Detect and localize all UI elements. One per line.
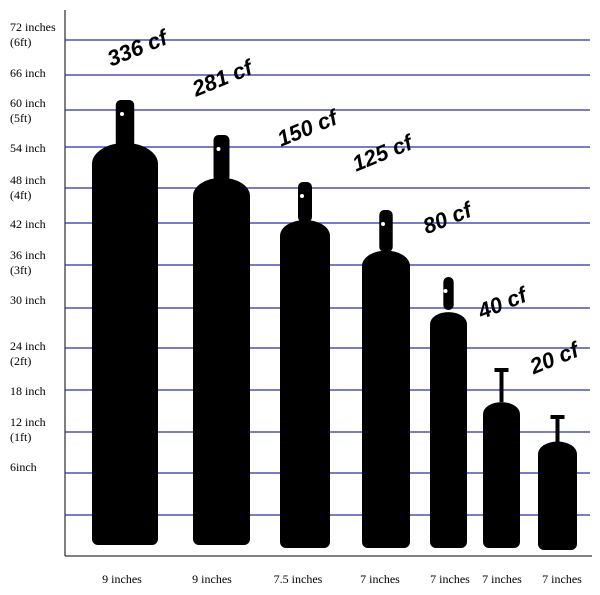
cylinder (362, 210, 410, 548)
cylinder (430, 277, 467, 548)
diameter-label: 9 inches (192, 572, 232, 586)
height-label: (3ft) (10, 263, 31, 277)
height-label: (4ft) (10, 188, 31, 202)
capacity-label: 40 cf (473, 281, 532, 324)
cylinder-body (362, 262, 410, 548)
height-label: 36 inch (10, 248, 46, 262)
cylinder-body (92, 160, 158, 545)
cylinder (538, 415, 577, 550)
cylinder-valve-handle (550, 415, 565, 419)
height-label: 18 inch (10, 384, 46, 398)
height-label: 24 inch (10, 339, 46, 353)
cylinder-body (193, 192, 250, 545)
cylinder-neck (443, 277, 454, 310)
diameter-label: 9 inches (102, 572, 142, 586)
height-label: 66 inch (10, 66, 46, 80)
diameter-label: 7 inches (430, 572, 470, 586)
height-label: (5ft) (10, 111, 31, 125)
height-label: 60 inch (10, 96, 46, 110)
cylinder-neck (115, 100, 135, 150)
cylinder-neck (379, 210, 393, 252)
height-label: (2ft) (10, 354, 31, 368)
diameter-label: 7.5 inches (274, 572, 323, 586)
cylinder-valve-handle (494, 368, 509, 372)
height-label: (6ft) (10, 35, 31, 49)
cylinder (280, 182, 330, 548)
cylinder-body (430, 320, 467, 548)
cylinder-shoulder (362, 250, 410, 282)
height-label: 54 inch (10, 141, 46, 155)
cylinder (193, 135, 250, 545)
capacity-label: 80 cf (419, 196, 477, 239)
height-label: 6inch (10, 460, 37, 474)
cylinder-shoulder (483, 402, 520, 426)
cylinder (92, 100, 158, 545)
height-label: 42 inch (10, 217, 46, 231)
cylinder-highlight (120, 112, 124, 116)
cylinder-body (280, 232, 330, 548)
cylinder-body (483, 410, 520, 548)
cylinder-neck (298, 182, 312, 222)
cylinder-neck (213, 135, 230, 182)
diameter-label: 7 inches (482, 572, 522, 586)
capacity-label: 20 cf (525, 336, 584, 379)
cylinder-shoulder (538, 441, 577, 467)
cylinder-highlight (216, 147, 221, 151)
cylinder-valve (499, 372, 504, 402)
height-label: 12 inch (10, 415, 46, 429)
capacity-label: 150 cf (274, 104, 344, 152)
height-label: 72 inches (10, 20, 56, 34)
cylinder-shoulder (430, 312, 467, 336)
cylinder-highlight (443, 289, 448, 293)
height-label: 30 inch (10, 293, 46, 307)
capacity-label: 336 cf (104, 24, 174, 72)
height-label: 48 inch (10, 173, 46, 187)
cylinder (483, 368, 520, 548)
cylinder-shoulder (92, 142, 158, 186)
cylinder-body (538, 450, 577, 550)
height-label: (1ft) (10, 430, 31, 444)
capacity-label: 281 cf (188, 54, 259, 102)
cylinder-highlight (381, 222, 385, 226)
cylinder-shoulder (193, 177, 250, 215)
diameter-label: 7 inches (360, 572, 400, 586)
cylinder-shoulder (280, 220, 330, 252)
cylinder-valve (555, 419, 560, 442)
capacity-label: 125 cf (349, 129, 419, 177)
diameter-label: 7 inches (542, 572, 582, 586)
cylinder-highlight (300, 194, 304, 198)
